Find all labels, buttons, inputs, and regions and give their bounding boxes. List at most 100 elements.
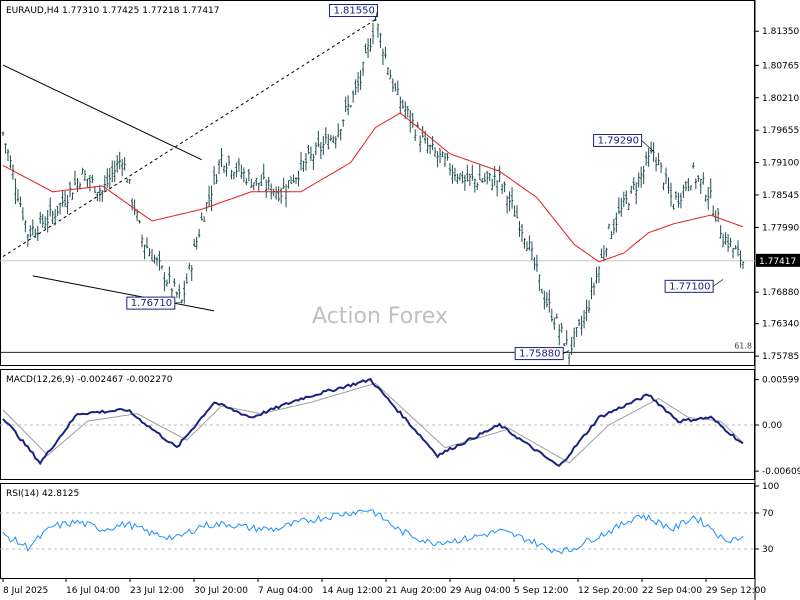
price-bar <box>180 299 183 304</box>
price-bar <box>513 205 516 217</box>
price-bar <box>111 160 114 183</box>
price-bar <box>44 216 47 229</box>
price-bar <box>163 272 166 292</box>
price-bar <box>133 199 136 216</box>
price-tick-label: 1.77990 <box>762 223 799 233</box>
rsi-chart-layer <box>0 509 755 555</box>
price-bar <box>545 291 549 308</box>
trendline <box>32 275 215 312</box>
price-bar <box>116 155 119 173</box>
price-bar <box>240 164 243 179</box>
price-bar <box>471 164 474 181</box>
price-bar <box>503 181 506 193</box>
price-bar <box>716 208 720 223</box>
price-bar <box>76 178 79 193</box>
price-bar <box>165 279 169 287</box>
price-bar <box>707 186 710 210</box>
price-bar <box>98 184 102 202</box>
price-bar <box>401 99 404 109</box>
price-bar <box>96 192 99 202</box>
price-bar <box>106 168 109 189</box>
price-bar <box>225 162 228 177</box>
price-bar <box>560 323 563 333</box>
price-bar <box>726 234 730 252</box>
price-bar <box>361 61 365 76</box>
price-bar <box>672 203 675 210</box>
price-bar <box>178 284 181 299</box>
price-bar <box>14 178 17 205</box>
axis-layer: 1.81350 1.80765 1.80210 1.79655 1.79100 1.785… <box>2 27 800 596</box>
time-tick-label: 16 Jul 04:00 <box>66 586 120 596</box>
price-bar <box>339 128 342 141</box>
price-bar <box>674 191 678 200</box>
price-bar <box>607 223 611 230</box>
price-bar <box>210 185 213 212</box>
price-bar <box>490 178 494 191</box>
price-bar <box>371 23 375 45</box>
price-bar <box>289 176 293 184</box>
price-bar <box>123 157 126 171</box>
price-bar <box>292 174 295 183</box>
price-bar <box>647 148 650 167</box>
price-bar <box>595 267 598 284</box>
price-bar <box>135 209 139 222</box>
price-bar <box>605 247 608 257</box>
price-bar <box>563 343 566 347</box>
price-bar <box>592 282 596 296</box>
rsi-header: RSI(14) 42.8125 <box>6 489 79 499</box>
price-bar <box>83 170 87 181</box>
price-bar <box>138 220 141 224</box>
price-bar <box>540 288 544 294</box>
price-bar <box>302 160 305 172</box>
price-bar <box>446 153 449 161</box>
price-bar <box>741 261 745 270</box>
price-bar <box>667 177 670 194</box>
price-bar <box>252 182 256 191</box>
price-bar <box>712 205 715 217</box>
price-bar <box>679 192 683 209</box>
price-bar <box>498 165 501 183</box>
price-bar <box>342 119 345 127</box>
price-bar <box>644 151 648 166</box>
price-bar <box>466 164 469 182</box>
price-bar <box>399 96 402 115</box>
price-annotation-leader <box>641 140 654 152</box>
price-bar <box>453 167 457 182</box>
price-bar <box>704 194 707 202</box>
price-bar <box>481 178 484 184</box>
price-bar <box>332 135 335 144</box>
price-bar <box>61 191 64 208</box>
price-bar <box>312 153 315 171</box>
price-annotation-leader <box>563 350 570 354</box>
price-bar <box>51 210 54 225</box>
price-bar <box>411 112 414 129</box>
main-panel <box>0 0 755 366</box>
price-bar <box>73 170 77 186</box>
price-bar <box>207 185 211 208</box>
price-bar <box>183 280 186 304</box>
price-bar <box>200 212 203 221</box>
price-bar <box>389 69 392 80</box>
price-bar <box>642 165 645 185</box>
time-tick-label: 21 Aug 20:00 <box>386 586 447 596</box>
price-bar <box>235 162 238 177</box>
price-bar <box>120 159 124 177</box>
price-bar <box>356 72 360 93</box>
price-bar <box>379 32 382 48</box>
price-bar <box>538 274 541 291</box>
price-bar <box>553 317 556 330</box>
price-bar <box>689 185 693 191</box>
price-bar <box>515 205 519 219</box>
price-bar <box>36 225 39 241</box>
price-bar <box>188 262 191 270</box>
price-bar <box>9 155 12 169</box>
price-bar <box>307 145 310 155</box>
price-bar <box>195 236 198 250</box>
price-annotation-label: 1.79290 <box>598 135 639 146</box>
price-bar <box>160 265 164 270</box>
price-bar <box>567 353 571 365</box>
price-tick-label: 1.78545 <box>762 191 799 201</box>
price-bar <box>441 151 444 158</box>
price-bar <box>319 142 323 160</box>
price-bar <box>697 175 700 182</box>
